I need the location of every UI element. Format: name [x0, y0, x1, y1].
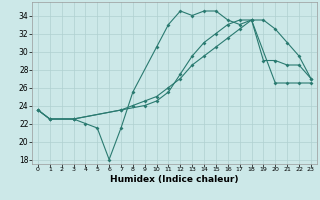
X-axis label: Humidex (Indice chaleur): Humidex (Indice chaleur) [110, 175, 239, 184]
